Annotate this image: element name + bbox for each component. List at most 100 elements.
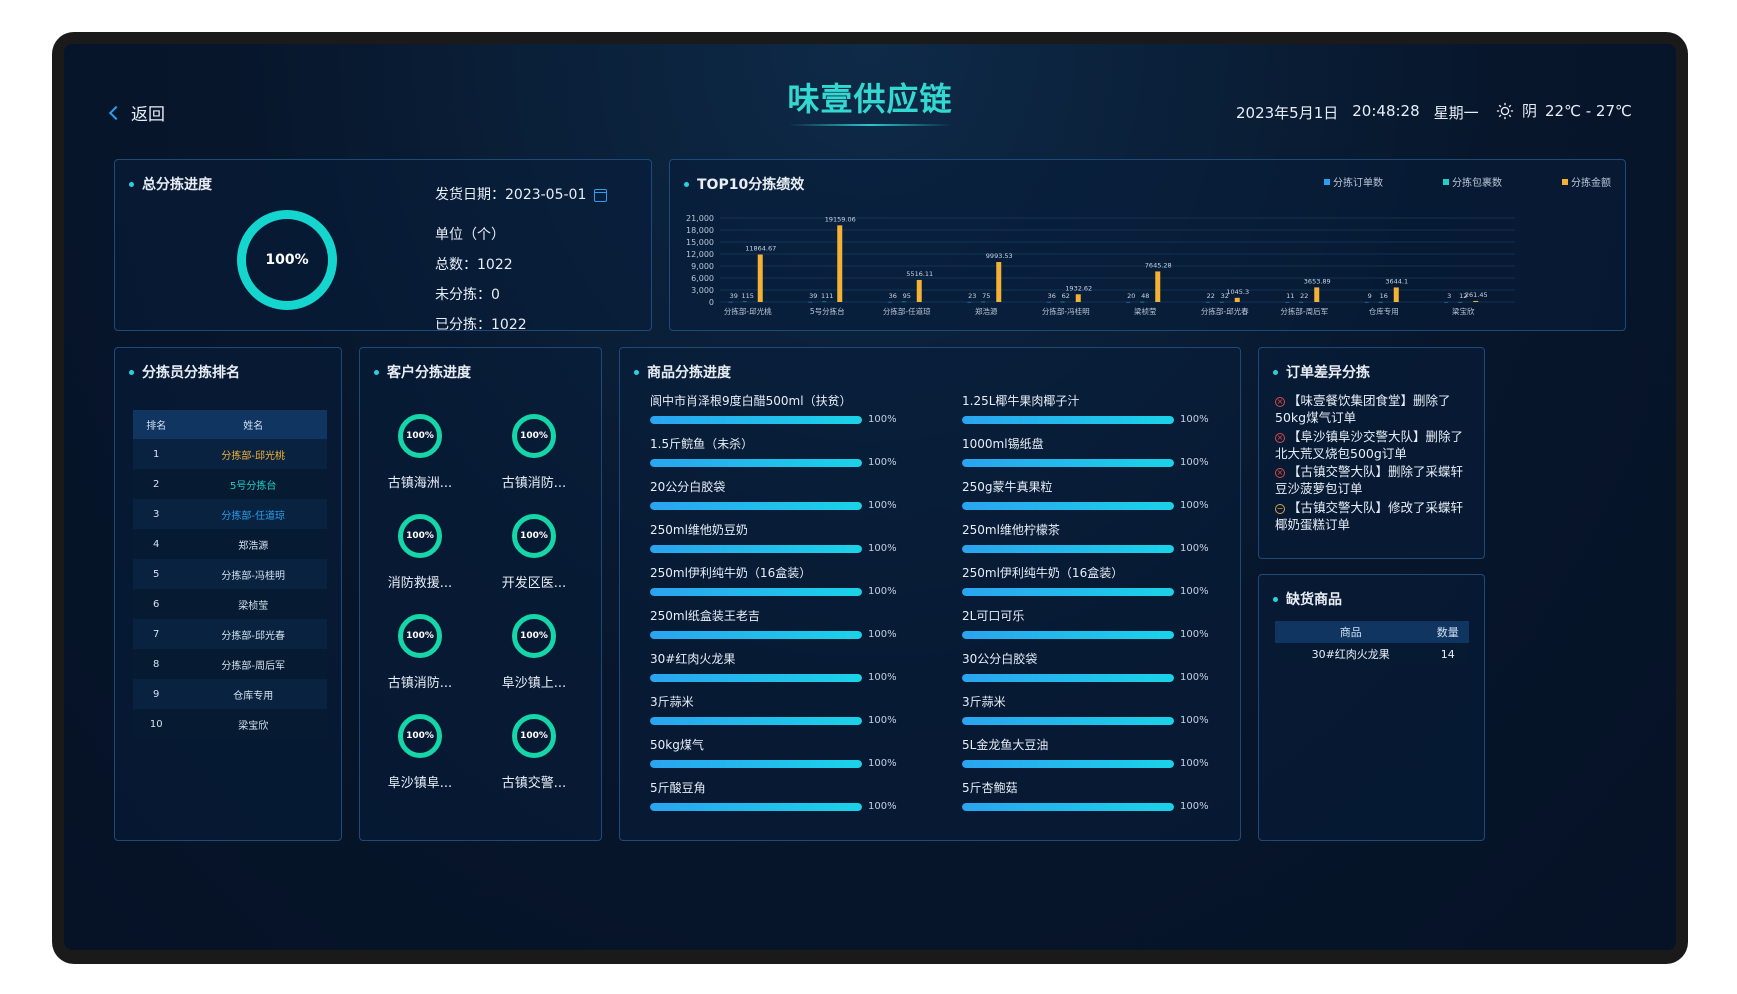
customer-percent: 100% [406,631,434,641]
customer-percent: 100% [520,431,548,441]
customer-percent: 100% [406,531,434,541]
rank-cell: 7 [133,619,180,649]
progress-track [962,587,1174,596]
name-cell: 仓库专用 [179,679,327,709]
table-row[interactable]: 2 5号分拣台 [133,469,327,499]
product-percent: 100% [1180,715,1209,726]
progress-fill [962,759,1174,768]
product-item: 250ml伊利纯牛奶（16盒装） 100% [650,564,950,597]
customer-name: 古镇交警... [501,776,567,791]
delete-icon: × [1275,396,1285,407]
customer-item[interactable]: 100% 阜沙镇上... [484,614,584,691]
legend-amount: 分拣金额 [1562,174,1611,189]
orders-value-label: 3 [1447,292,1451,300]
packages-value-label: 32 [1221,292,1229,300]
customer-percent: 100% [406,731,434,741]
customer-item[interactable]: 100% 古镇交警... [484,714,584,791]
x-tick-label: 分拣部-邱光春 [1201,306,1249,316]
product-item: 1.5斤鲩鱼（未杀） 100% [650,435,950,468]
progress-track [650,415,862,424]
summary-panel: 总分拣进度 100% 发货日期：2023-05-01 单位（个） 总数：1022… [114,159,652,333]
table-row[interactable]: 3 分拣部-任道琼 [133,499,327,529]
progress-fill [962,716,1174,725]
product-progress: 100% [962,414,1262,425]
amount-bar[interactable] [1393,287,1399,302]
rank-cell: 9 [133,679,180,709]
customer-item[interactable]: 100% 古镇消防... [484,414,584,491]
customer-title: 客户分拣进度 [374,362,471,382]
progress-fill [650,458,862,467]
packages-value-label: 16 [1380,292,1388,300]
product-progress: 100% [962,672,1262,683]
sun-icon [1496,102,1514,119]
product-item: 2L可口可乐 100% [962,607,1262,640]
table-row[interactable]: 6 梁桢莹 [133,589,327,619]
diff-item: × 【味壹餐饮集团食堂】删除了50kg煤气订单 [1275,392,1475,426]
product-item: 30#红肉火龙果 100% [650,650,950,683]
table-row[interactable]: 8 分拣部-周后军 [133,649,327,679]
packages-bar [1378,301,1383,303]
progress-fill [962,415,1174,424]
table-row[interactable]: 9 仓库专用 [133,679,327,709]
product-item: 1000ml锡纸盘 100% [962,435,1262,468]
customer-item[interactable]: 100% 阜沙镇阜... [370,714,470,791]
amount-bar[interactable] [1155,271,1161,302]
product-percent: 100% [868,758,897,769]
table-row[interactable]: 4 郑浩源 [133,529,327,559]
product-name: 1.25L椰牛果肉椰子汁 [962,394,1080,408]
table-row[interactable]: 10 梁宝欣 [133,709,327,739]
ranking-panel: 分拣员分拣排名 排名 姓名 1 分拣部-邱光桃 2 5号分拣台 3 分拣部-任道琼 4 郑浩源… [114,347,342,841]
packages-value-label: 95 [903,292,911,300]
amount-bar[interactable] [1234,297,1240,302]
delete-icon: × [1275,467,1285,478]
packages-bar [1140,301,1145,303]
amount-bar[interactable] [757,254,763,302]
x-tick-label: 分拣部-冯桂明 [1042,306,1090,316]
customer-item[interactable]: 100% 古镇海洲... [370,414,470,491]
table-row[interactable]: 1 分拣部-邱光桃 [133,439,327,469]
ship-date-row: 发货日期：2023-05-01 [435,184,608,204]
amount-bar[interactable] [1075,294,1081,302]
y-tick-label: 18,000 [686,226,714,235]
product-panel: 商品分拣进度 阆中市肖泽根9度白醋500ml（扶贫） 100% 1.25L椰牛果肉椰… [619,347,1241,841]
legend-orders: 分拣订单数 [1324,174,1383,189]
amount-bar[interactable] [837,225,843,302]
amount-value-label: 5516.11 [906,270,933,278]
progress-fill [962,501,1174,510]
weekday-text: 星期一 [1433,104,1479,122]
customer-item[interactable]: 100% 开发区医... [484,514,584,591]
progress-track [962,415,1174,424]
amount-bar[interactable] [996,262,1002,302]
amount-bar[interactable] [1473,300,1479,302]
product-name: 250ml维他奶豆奶 [650,523,748,537]
product-item: 3斤蒜米 100% [650,693,950,726]
amount-value-label: 7645.28 [1145,261,1172,269]
calendar-icon[interactable] [594,188,608,202]
amount-bar[interactable] [1314,287,1320,302]
amount-bar[interactable] [916,279,922,302]
table-row[interactable]: 5 分拣部-冯桂明 [133,559,327,589]
orders-bar [1285,301,1290,303]
customer-progress-ring: 100% [398,514,442,558]
legend-amount-label: 分拣金额 [1571,178,1611,189]
progress-fill [650,501,862,510]
product-name: 阆中市肖泽根9度白醋500ml（扶贫） [650,394,852,408]
customer-item[interactable]: 100% 消防救援... [370,514,470,591]
product-item: 250g蒙牛真果粒 100% [962,478,1262,511]
name-cell: 梁宝欣 [179,709,327,739]
packages-bar [981,301,986,303]
product-item: 250ml维他奶豆奶 100% [650,521,950,554]
x-tick-label: 分拣部-周后军 [1280,306,1328,316]
orders-bar [1205,301,1210,303]
packages-bar [742,301,747,303]
product-percent: 100% [868,586,897,597]
back-button[interactable]: 返回 [108,100,165,125]
progress-fill [650,630,862,639]
product-percent: 100% [1180,414,1209,425]
orders-value-label: 36 [1048,292,1056,300]
customer-item[interactable]: 100% 古镇消防... [370,614,470,691]
table-row[interactable]: 7 分拣部-邱光春 [133,619,327,649]
ship-date-value[interactable]: 2023-05-01 [505,187,587,203]
customer-percent: 100% [520,731,548,741]
table-row[interactable]: 30#红肉火龙果 14 [1275,643,1469,665]
